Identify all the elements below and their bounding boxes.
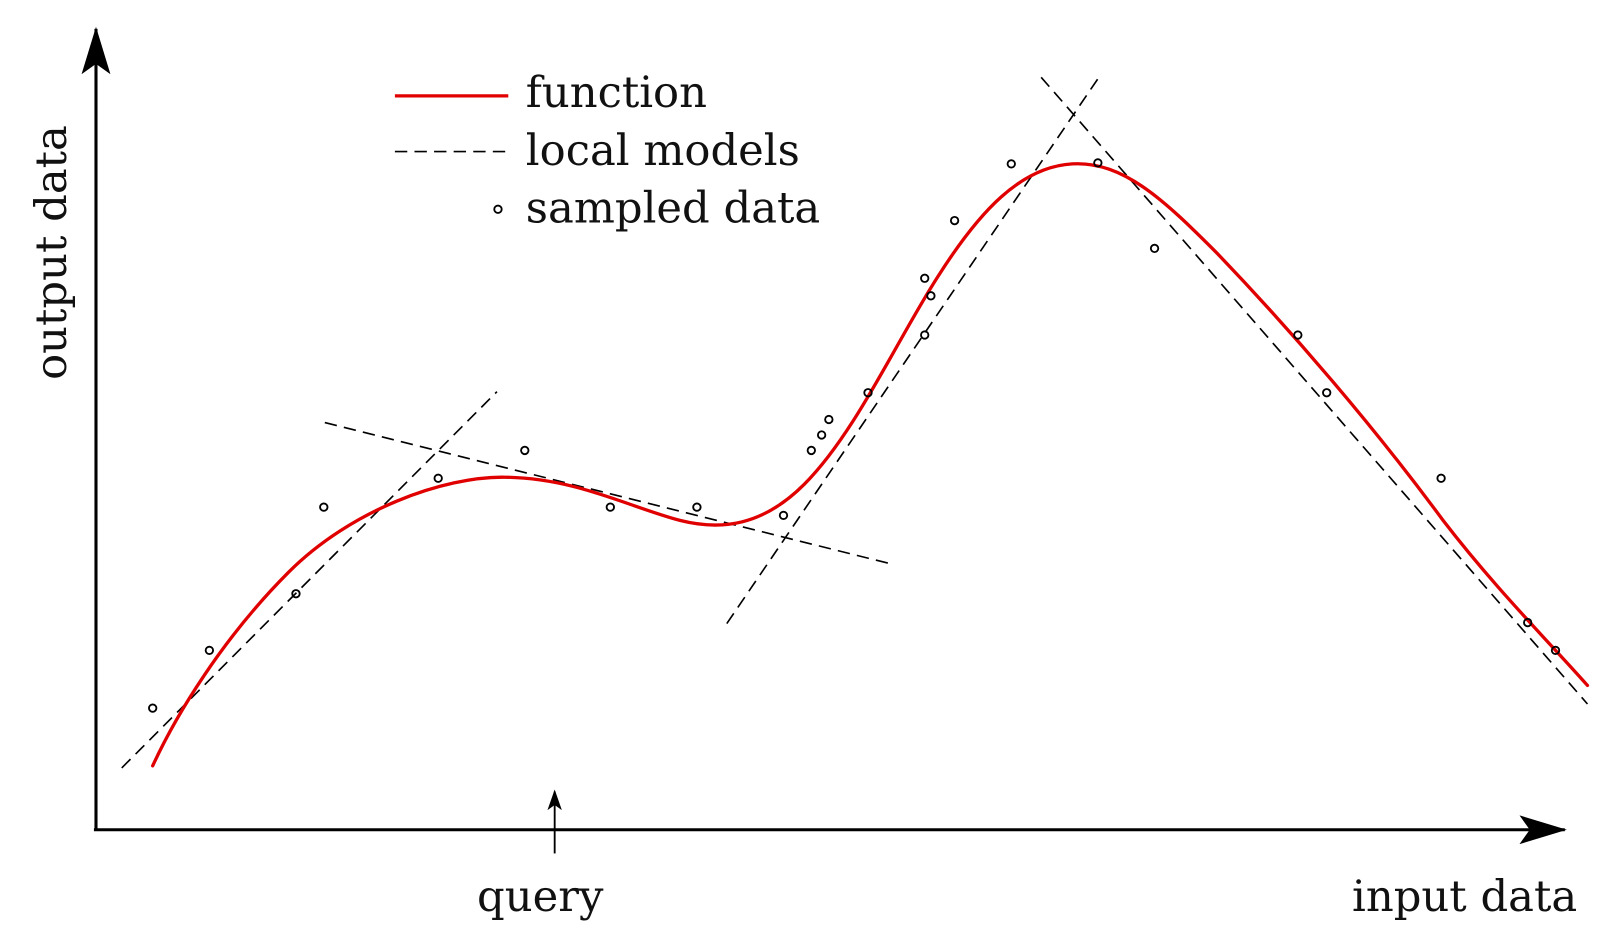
sample-point: [1006, 159, 1016, 169]
sample-point: [1093, 158, 1103, 168]
local-model-line: [324, 421, 896, 566]
legend-label: sampled data: [526, 184, 820, 234]
query-label: query: [477, 872, 604, 922]
sample-point: [1293, 330, 1303, 340]
legend-swatch-sampled-data: [493, 204, 503, 214]
sample-point: [148, 703, 158, 713]
sample-point: [605, 502, 615, 512]
y-axis-label: output data: [27, 125, 77, 380]
local-model-line: [1040, 76, 1589, 705]
sample-point: [824, 414, 834, 425]
sample-point: [1322, 388, 1332, 398]
sample-point: [520, 445, 530, 456]
sample-point: [1550, 645, 1561, 656]
sample-point: [1149, 243, 1160, 254]
legend-label: local models: [526, 126, 800, 176]
sample-point: [1523, 617, 1533, 628]
sample-point: [926, 291, 936, 301]
sample-point: [863, 388, 873, 398]
sample-point: [692, 502, 702, 512]
sampled-data: [148, 158, 1561, 713]
function-curve: [151, 162, 1590, 768]
sample-point: [949, 215, 960, 226]
legend-label: function: [526, 68, 707, 118]
local-model-line: [121, 391, 498, 769]
sample-point: [920, 273, 930, 283]
sample-point: [204, 645, 215, 656]
sample-point: [291, 589, 301, 599]
sample-point: [433, 473, 443, 483]
sample-point: [319, 502, 329, 512]
sample-point: [920, 330, 930, 340]
sample-point: [778, 510, 789, 521]
sample-point: [816, 430, 827, 440]
x-axis-label: input data: [1352, 872, 1577, 922]
sample-point: [1436, 473, 1446, 483]
sample-point: [806, 445, 816, 456]
local-model-line: [726, 76, 1100, 625]
